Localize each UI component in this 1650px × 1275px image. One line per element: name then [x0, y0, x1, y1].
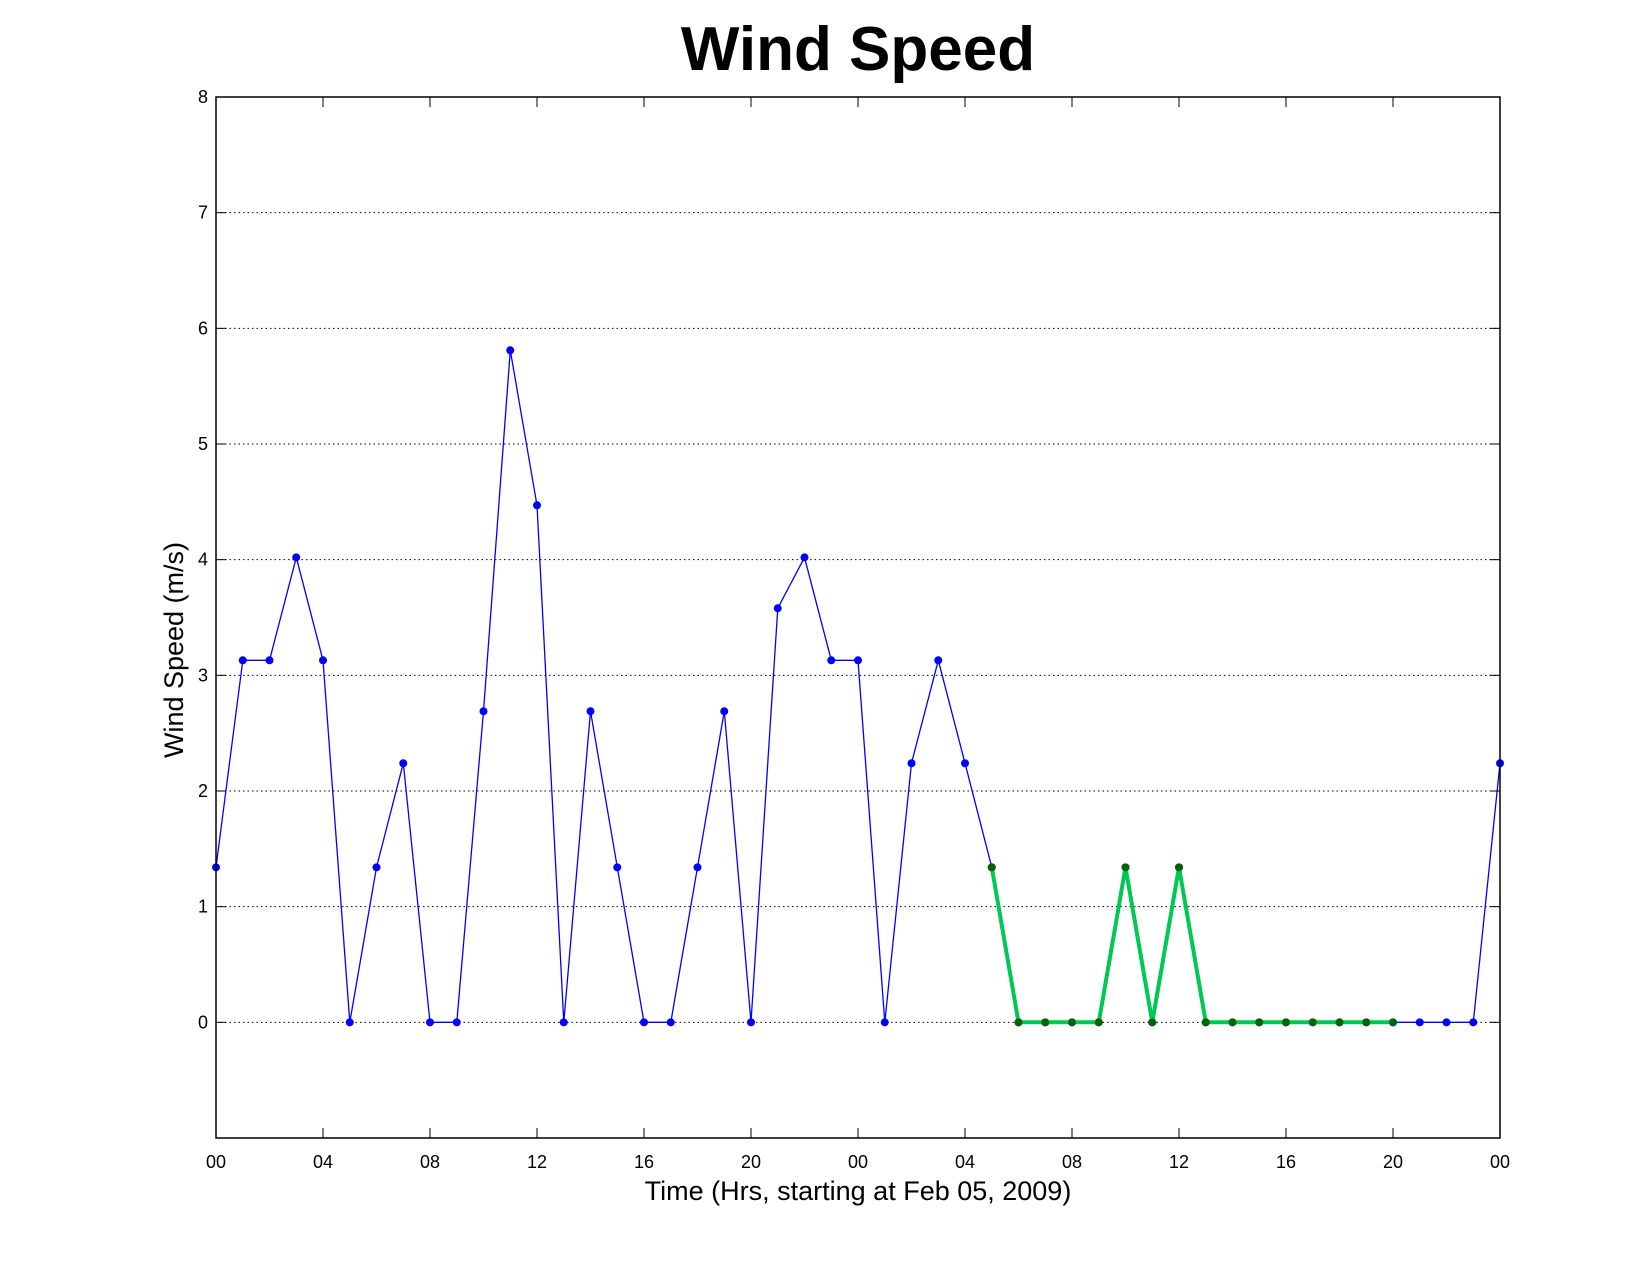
y-tick-label: 5 — [198, 434, 208, 454]
x-tick-label: 08 — [420, 1152, 440, 1172]
data-point-series-2 — [1201, 1018, 1210, 1027]
x-tick-label: 00 — [1490, 1152, 1510, 1172]
chart-title: Wind Speed — [681, 15, 1035, 84]
data-point-series-1 — [747, 1018, 755, 1027]
x-tick-label: 04 — [955, 1152, 975, 1172]
y-tick-label: 6 — [198, 318, 208, 338]
data-point-series-1 — [720, 707, 729, 716]
series-layer — [212, 346, 1504, 1027]
data-point-series-1 — [640, 1018, 648, 1027]
x-tick-label: 00 — [848, 1152, 868, 1172]
y-tick-label: 8 — [198, 87, 208, 107]
data-point-series-2 — [1121, 863, 1130, 872]
data-point-series-2 — [1014, 1018, 1023, 1027]
series-line-2 — [989, 865, 1393, 1025]
data-point-series-2 — [987, 863, 996, 872]
y-tick-label: 0 — [198, 1012, 208, 1032]
data-point-series-1 — [399, 759, 408, 768]
data-point-series-1 — [1442, 1018, 1451, 1027]
y-tick-label: 7 — [198, 203, 208, 223]
data-point-series-1 — [854, 656, 862, 665]
data-point-series-1 — [426, 1018, 434, 1027]
y-axis-label: Wind Speed (m/s) — [159, 542, 189, 758]
data-point-series-1 — [372, 863, 381, 872]
y-tick-label: 2 — [198, 781, 208, 801]
data-point-series-2 — [1068, 1018, 1076, 1027]
data-point-series-1 — [265, 656, 274, 665]
data-point-series-1 — [345, 1018, 354, 1027]
data-point-series-2 — [1228, 1018, 1237, 1027]
data-point-series-2 — [1255, 1018, 1264, 1027]
x-tick-label: 20 — [741, 1152, 761, 1172]
data-point-series-1 — [586, 707, 595, 716]
data-point-series-1 — [773, 604, 782, 613]
data-point-series-2 — [1094, 1018, 1103, 1027]
data-point-series-1 — [613, 863, 622, 872]
data-point-series-2 — [1148, 1018, 1157, 1027]
data-point-series-1 — [238, 656, 247, 665]
data-point-series-1 — [880, 1018, 889, 1027]
y-tick-label: 4 — [198, 550, 208, 570]
data-point-series-1 — [961, 759, 969, 768]
data-point-series-1 — [693, 863, 702, 872]
gridlines — [216, 212, 1500, 1023]
data-point-series-2 — [1389, 1018, 1397, 1027]
series-line-1 — [215, 349, 1501, 1023]
plot-frame — [215, 96, 1501, 1139]
data-point-series-1 — [907, 759, 916, 768]
x-axis-label: Time (Hrs, starting at Feb 05, 2009) — [645, 1176, 1072, 1206]
data-point-series-1 — [800, 553, 809, 562]
data-point-series-2 — [1362, 1018, 1371, 1027]
data-point-series-1 — [1469, 1018, 1478, 1027]
x-tick-label: 20 — [1383, 1152, 1403, 1172]
data-point-series-1 — [319, 656, 327, 665]
data-point-series-1 — [452, 1018, 461, 1027]
data-point-series-2 — [1308, 1018, 1317, 1027]
y-tick-label: 1 — [198, 897, 208, 917]
data-point-series-1 — [506, 346, 515, 355]
x-tick-label: 16 — [634, 1152, 654, 1172]
data-point-series-2 — [1175, 863, 1183, 872]
x-tick-label: 08 — [1062, 1152, 1082, 1172]
data-point-series-1 — [559, 1018, 568, 1027]
x-tick-label: 00 — [206, 1152, 226, 1172]
y-tick-label: 3 — [198, 665, 208, 685]
data-point-series-1 — [666, 1018, 675, 1027]
x-tick-label: 12 — [1169, 1152, 1189, 1172]
data-point-series-2 — [1335, 1018, 1344, 1027]
data-point-series-1 — [479, 707, 488, 716]
x-tick-label: 16 — [1276, 1152, 1296, 1172]
data-point-series-1 — [1415, 1018, 1424, 1027]
data-point-series-1 — [292, 553, 301, 562]
x-tick-label: 04 — [313, 1152, 333, 1172]
data-point-series-1 — [934, 656, 943, 665]
data-point-series-1 — [533, 501, 541, 510]
data-point-series-1 — [827, 656, 836, 665]
data-point-series-2 — [1041, 1018, 1050, 1027]
data-point-series-2 — [1282, 1018, 1290, 1027]
x-tick-label: 12 — [527, 1152, 547, 1172]
